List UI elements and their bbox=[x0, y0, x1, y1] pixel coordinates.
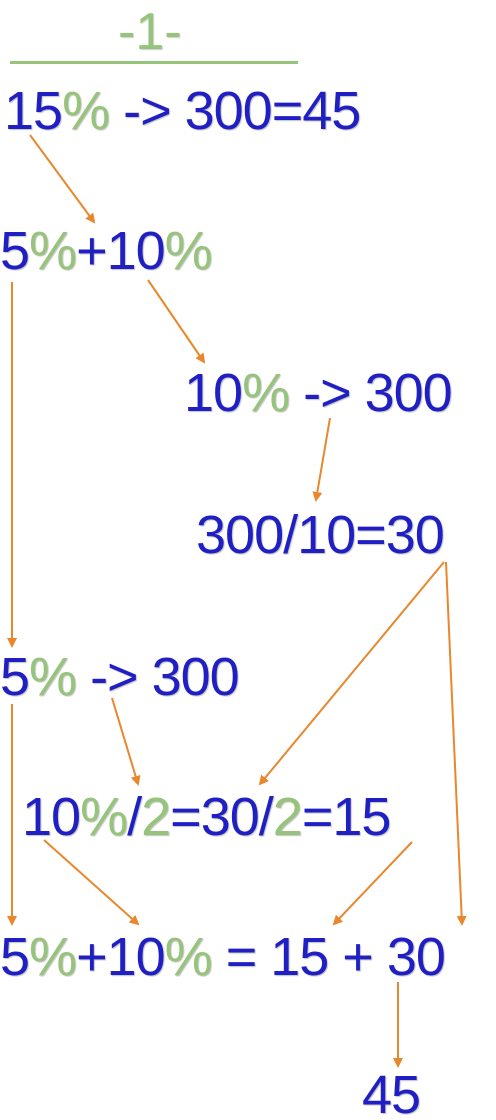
line6-segment: 2 bbox=[272, 787, 303, 847]
line2-segment: % bbox=[29, 221, 77, 281]
line3-segment: % bbox=[242, 363, 290, 423]
line2-segment: % bbox=[164, 221, 213, 281]
line2-segment: 5 bbox=[0, 221, 30, 281]
step-1-statement: 15% -> 300=45 bbox=[4, 81, 361, 141]
arrow-line6-to-line7-b bbox=[332, 841, 413, 926]
line6-segment: / bbox=[127, 787, 142, 847]
line6-segment: 10 bbox=[22, 787, 81, 847]
line4-segment: 300/10=30 bbox=[196, 505, 445, 565]
step-5-five-percent: 5% -> 300 bbox=[0, 647, 240, 707]
title-underline bbox=[10, 61, 298, 64]
step-6-halving: 10%/2=30/2=15 bbox=[22, 787, 392, 847]
arrow-line4-to-line7 bbox=[445, 561, 467, 926]
arrow-line6-to-line7-a bbox=[43, 839, 140, 926]
arrow-line3-to-line4 bbox=[312, 417, 331, 502]
step-3-ten-percent: 10% -> 300 bbox=[184, 363, 453, 423]
line7-segment: = 15 + 30 bbox=[211, 927, 446, 987]
line5-segment: -> 300 bbox=[76, 647, 240, 707]
step-4-division: 300/10=30 bbox=[196, 505, 445, 565]
arrow-line1-to-line2 bbox=[29, 134, 96, 224]
arrow-line4-to-line6 bbox=[258, 561, 445, 786]
line3-segment: 10 bbox=[184, 363, 243, 423]
line1-segment: 15 bbox=[4, 81, 63, 141]
line1-segment: -> 300=45 bbox=[109, 81, 361, 141]
line7-segment: % bbox=[164, 927, 213, 987]
line6-segment: % bbox=[80, 787, 128, 847]
line5-segment: % bbox=[29, 647, 77, 707]
line3-segment: -> 300 bbox=[289, 363, 453, 423]
line2-segment: +10 bbox=[76, 221, 166, 281]
line6-segment: =15 bbox=[301, 787, 392, 847]
line7-segment: 5 bbox=[0, 927, 30, 987]
line8-segment: 45 bbox=[362, 1065, 421, 1120]
line7-segment: % bbox=[29, 927, 77, 987]
diagram-title: -1- bbox=[118, 3, 182, 61]
line1-segment: % bbox=[62, 81, 110, 141]
step-8-result: 45 bbox=[362, 1065, 421, 1120]
line7-segment: +10 bbox=[76, 927, 166, 987]
step-7-sum: 5%+10% = 15 + 30 bbox=[0, 927, 446, 987]
arrow-line2-to-line3 bbox=[147, 279, 206, 364]
arrow-line5-to-line6 bbox=[111, 697, 141, 786]
line6-segment: =30/ bbox=[170, 787, 274, 847]
line5-segment: 5 bbox=[0, 647, 30, 707]
step-2-split: 5%+10% bbox=[0, 221, 213, 281]
line6-segment: 2 bbox=[141, 787, 171, 847]
